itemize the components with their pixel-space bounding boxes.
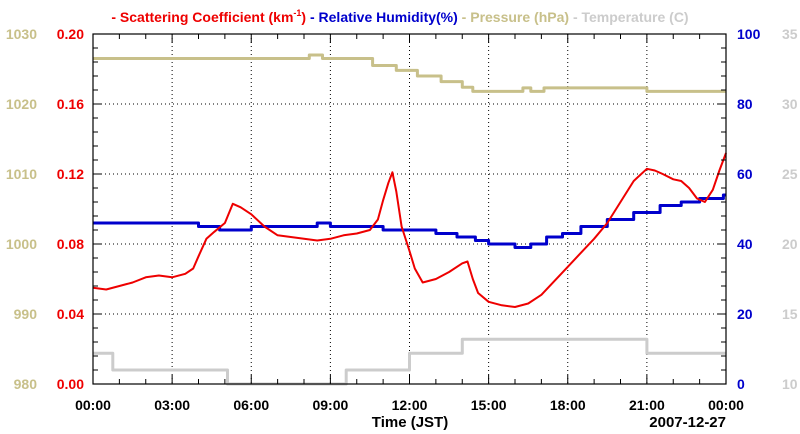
humidity-tick-label: 60	[737, 166, 753, 182]
legend-entry-end: )	[301, 9, 306, 25]
pressure-tick-label: 980	[14, 376, 38, 392]
humidity-tick-label: 20	[737, 306, 753, 322]
time-tick-label: 12:00	[392, 397, 428, 413]
time-tick-label: 03:00	[154, 397, 190, 413]
temperature-tick-label: 25	[782, 166, 798, 182]
scattering-tick-label: 0.04	[57, 306, 84, 322]
pressure-line	[93, 53, 726, 93]
x-axis-title: Time (JST)	[372, 414, 448, 431]
temperature-tick-label: 30	[782, 96, 798, 112]
pressure-tick-label: 1010	[6, 166, 37, 182]
date-label: 2007-12-27	[649, 414, 726, 431]
time-tick-label: 15:00	[471, 397, 507, 413]
temperature-tick-label: 35	[782, 26, 798, 42]
scattering-axis: 0.00 0.04 0.08 0.12 0.16 0.20	[57, 26, 102, 392]
temperature-line	[93, 337, 726, 386]
humidity-tick-label: 100	[737, 26, 761, 42]
grid	[93, 34, 726, 384]
humidity-axis: 0 20 40 60 80 100	[717, 26, 761, 392]
pressure-tick-label: 1020	[6, 96, 37, 112]
temperature-tick-label: 10	[782, 376, 798, 392]
pressure-axis: 980 990 1000 1010 1020 1030	[6, 26, 37, 392]
pressure-tick-label: 1030	[6, 26, 37, 42]
time-tick-label: 09:00	[312, 397, 348, 413]
legend-entry: - Scattering Coefficient (km	[111, 9, 293, 25]
time-tick-label: 18:00	[550, 397, 586, 413]
time-tick-label: 06:00	[233, 397, 269, 413]
time-tick-label: 21:00	[629, 397, 665, 413]
relative-humidity-line	[93, 193, 726, 249]
humidity-tick-label: 40	[737, 236, 753, 252]
legend-superscript: -1	[293, 8, 301, 18]
legend: - Scattering Coefficient (km-1) - Relati…	[111, 8, 688, 25]
temperature-tick-label: 20	[782, 236, 798, 252]
pressure-tick-label: 990	[14, 306, 38, 322]
temperature-axis: 10 15 20 25 30 35	[782, 26, 798, 392]
scattering-tick-label: 0.16	[57, 96, 84, 112]
legend-entry: - Pressure (hPa)	[458, 9, 569, 25]
humidity-tick-label: 80	[737, 96, 753, 112]
time-tick-label: 00:00	[75, 397, 111, 413]
scattering-tick-label: 0.12	[57, 166, 84, 182]
legend-entry: - Temperature (C)	[569, 9, 689, 25]
temperature-tick-label: 15	[782, 306, 798, 322]
scattering-tick-label: 0.00	[57, 376, 84, 392]
legend-entry: - Relative Humidity(%)	[306, 9, 458, 25]
pressure-tick-label: 1000	[6, 236, 37, 252]
scattering-coefficient-line	[92, 152, 727, 308]
time-axis: 00:00 03:00 06:00 09:00 12:00 15:00 18:00 21:00…	[75, 34, 744, 413]
scattering-tick-label: 0.08	[57, 236, 84, 252]
scattering-tick-label: 0.20	[57, 26, 84, 42]
series-layer	[92, 53, 727, 386]
time-tick-label: 00:00	[708, 397, 744, 413]
humidity-tick-label: 0	[737, 376, 745, 392]
legend-text: - Scattering Coefficient (km-1) - Relati…	[111, 8, 688, 25]
